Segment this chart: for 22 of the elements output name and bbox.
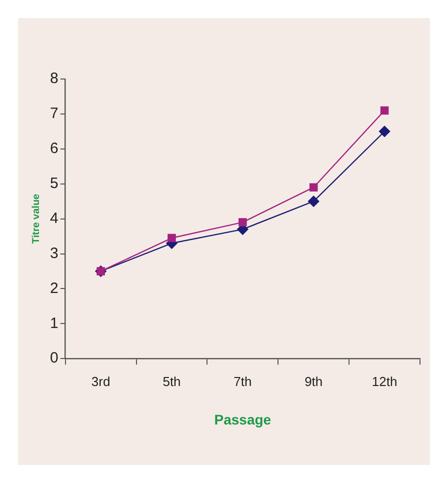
x-tick-label: 3rd	[91, 374, 110, 389]
point	[308, 196, 320, 207]
y-axis-title: Titre value	[30, 193, 42, 244]
x-axis-title: Passage	[214, 411, 272, 428]
y-tick-label: 0	[50, 350, 58, 367]
point	[309, 183, 318, 192]
y-tick-label: 7	[50, 105, 58, 122]
y-tick-label: 5	[50, 174, 58, 192]
y-tick-label: 8	[50, 70, 58, 88]
y-tick-label: 3	[50, 244, 58, 262]
y-tick-label: 2	[50, 280, 58, 297]
point	[238, 218, 247, 226]
x-tick-label: 9th	[304, 374, 323, 389]
point	[380, 106, 389, 115]
y-tick-label: 1	[50, 314, 58, 332]
x-tick-label: 12th	[372, 374, 398, 389]
x-tick-label: 7th	[234, 374, 252, 389]
y-tick-label: 6	[50, 140, 58, 158]
x-tick-label: 5th	[162, 374, 181, 389]
point	[378, 126, 390, 138]
y-tick-label: 4	[50, 210, 58, 227]
point	[168, 234, 176, 242]
